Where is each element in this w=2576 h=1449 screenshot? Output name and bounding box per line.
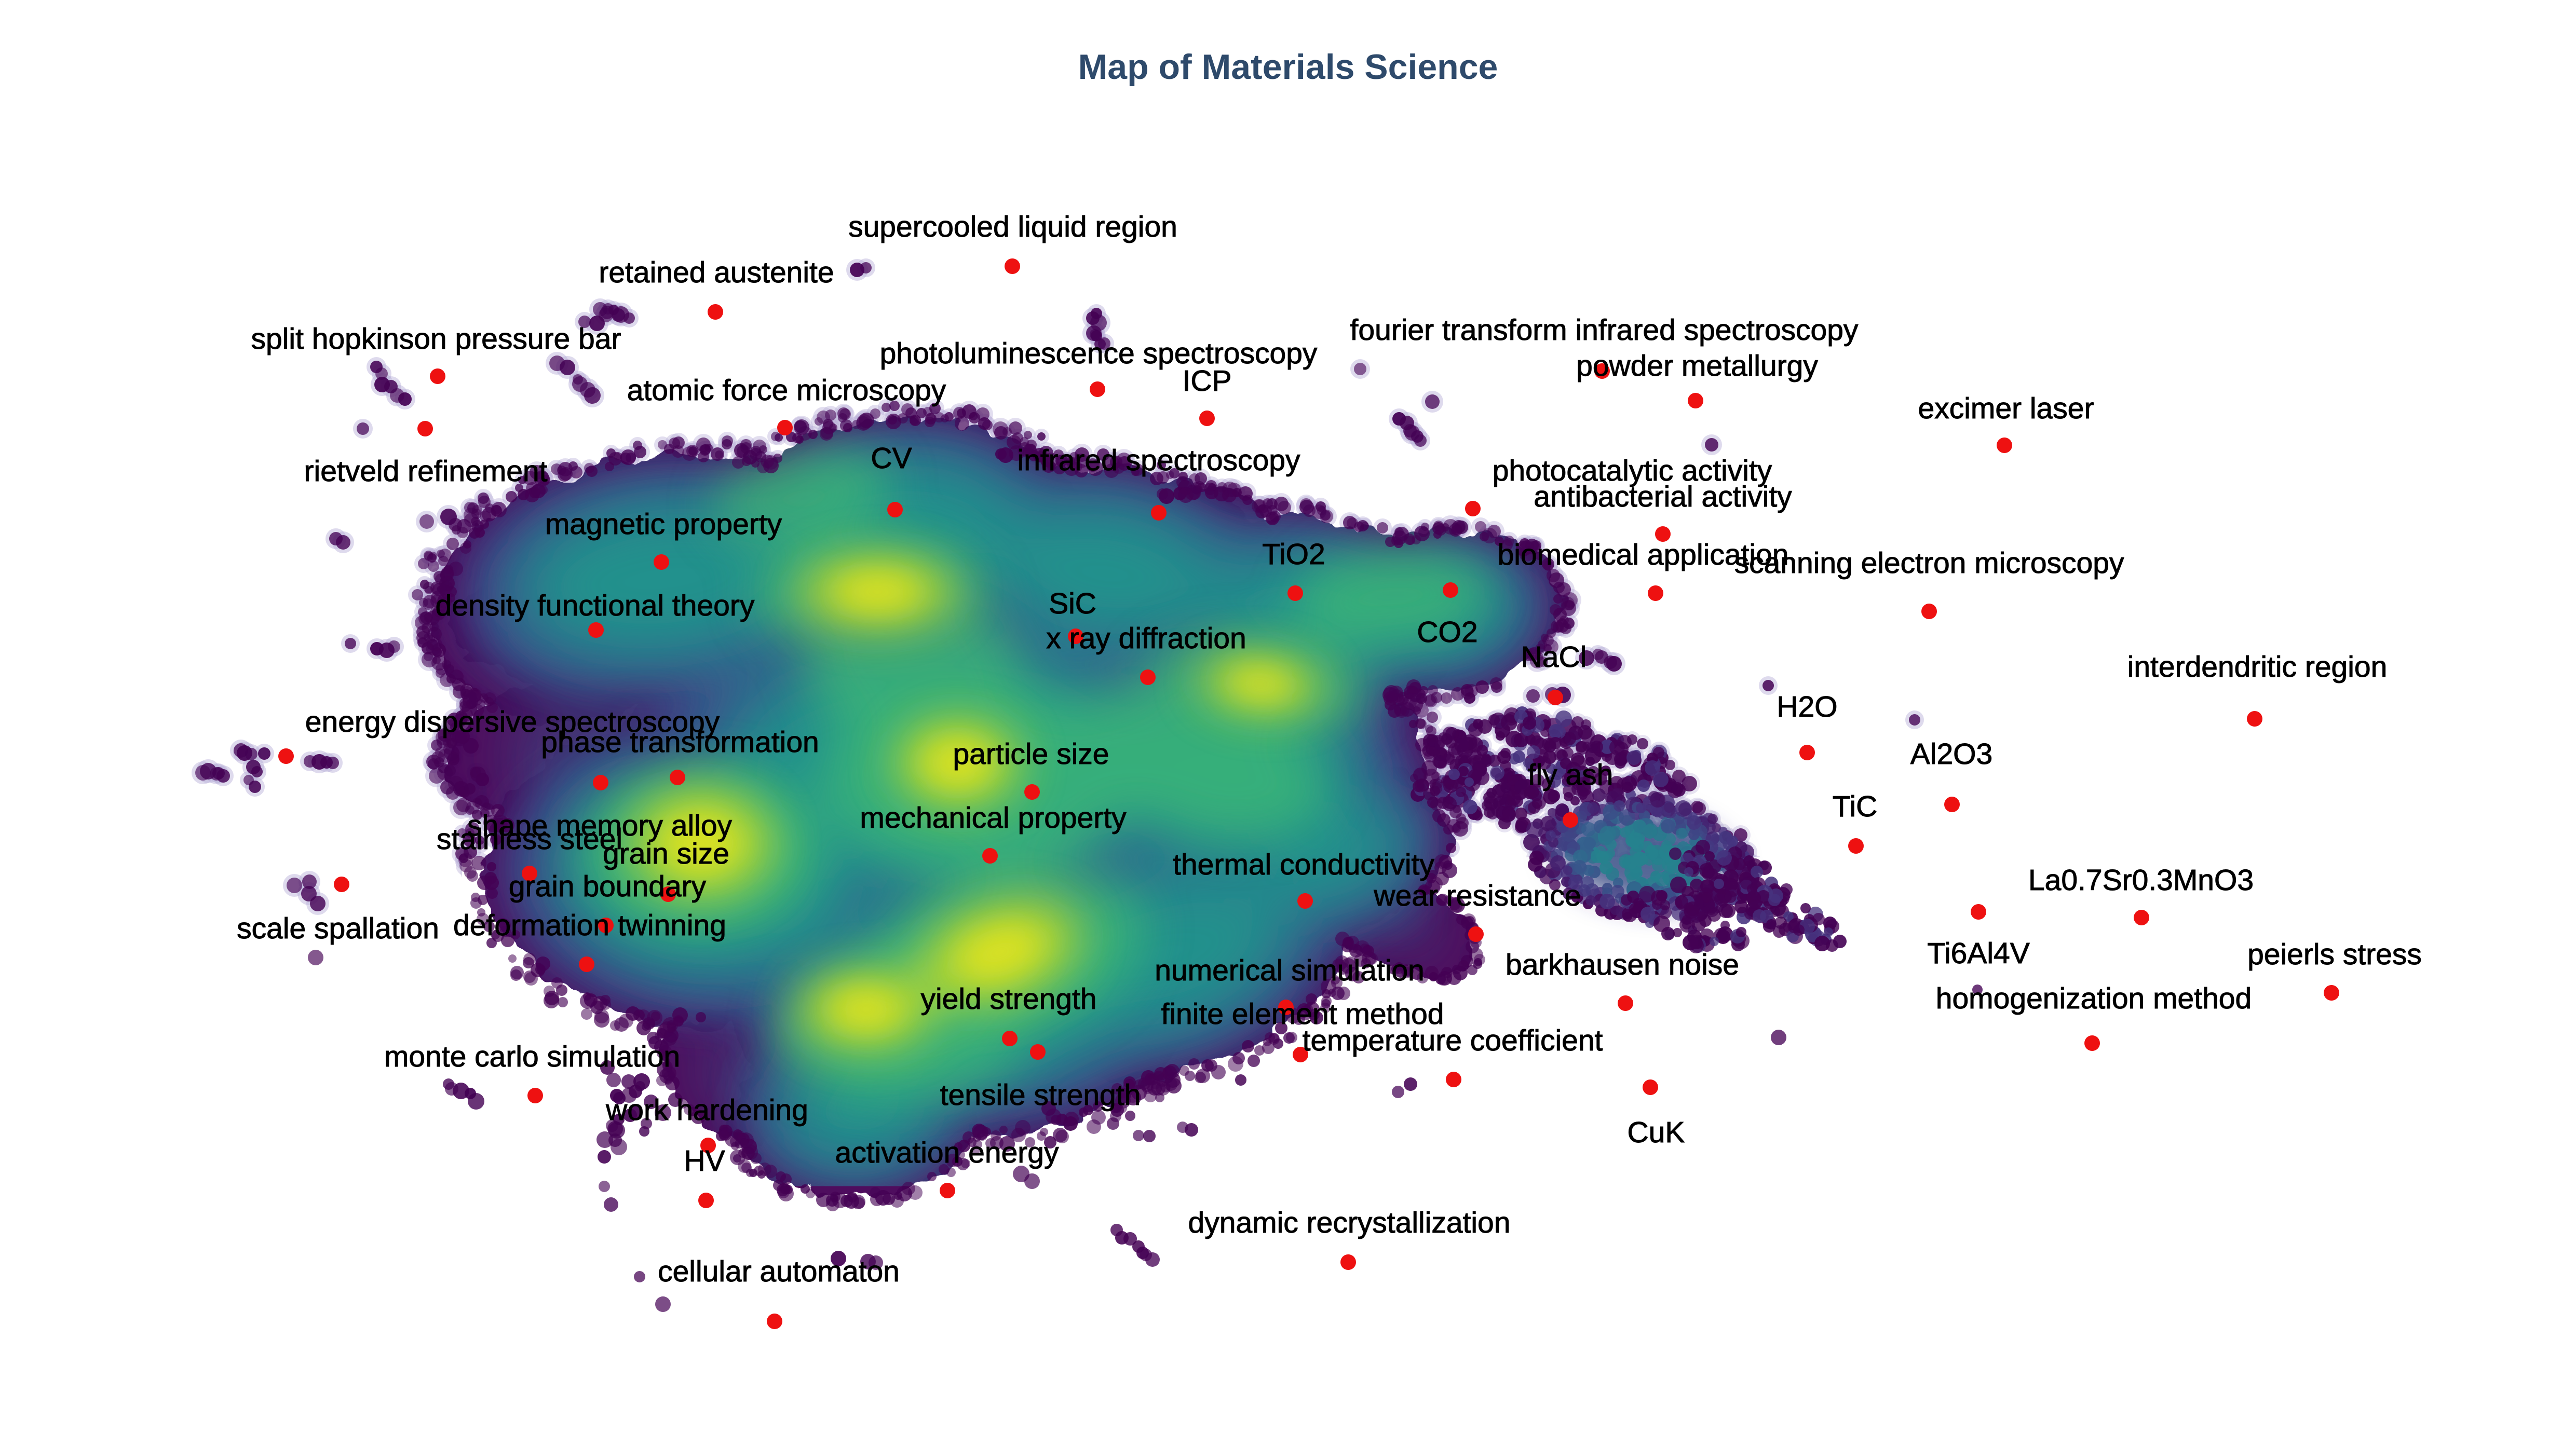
svg-text:tensile strength: tensile strength bbox=[940, 1078, 1141, 1112]
svg-text:x ray diffraction: x ray diffraction bbox=[1046, 622, 1246, 655]
svg-text:barkhausen noise: barkhausen noise bbox=[1506, 948, 1739, 981]
svg-text:mechanical property: mechanical property bbox=[860, 801, 1127, 835]
svg-text:phase transformation: phase transformation bbox=[541, 726, 819, 759]
svg-text:TiC: TiC bbox=[1833, 790, 1878, 823]
svg-text:CuK: CuK bbox=[1628, 1116, 1685, 1149]
svg-text:monte carlo simulation: monte carlo simulation bbox=[384, 1040, 680, 1073]
svg-text:HV: HV bbox=[684, 1144, 725, 1178]
svg-text:Ti6Al4V: Ti6Al4V bbox=[1927, 937, 2029, 970]
svg-text:Al2O3: Al2O3 bbox=[1910, 737, 1992, 771]
svg-text:CV: CV bbox=[871, 442, 912, 475]
svg-text:grain boundary: grain boundary bbox=[509, 870, 707, 903]
svg-text:work hardening: work hardening bbox=[605, 1093, 808, 1127]
svg-text:deformation twinning: deformation twinning bbox=[453, 909, 726, 942]
svg-text:homogenization method: homogenization method bbox=[1936, 982, 2252, 1015]
svg-text:fourier transform infrared spe: fourier transform infrared spectroscopy bbox=[1350, 313, 1859, 347]
svg-text:yield strength: yield strength bbox=[920, 982, 1096, 1016]
svg-text:SiC: SiC bbox=[1049, 587, 1096, 620]
svg-text:fly ash: fly ash bbox=[1528, 758, 1614, 791]
svg-text:wear resistance: wear resistance bbox=[1373, 879, 1581, 912]
svg-text:excimer laser: excimer laser bbox=[1918, 392, 2094, 425]
svg-text:supercooled liquid region: supercooled liquid region bbox=[848, 210, 1177, 243]
svg-text:H2O: H2O bbox=[1777, 690, 1837, 723]
svg-text:Map of Materials Science: Map of Materials Science bbox=[1078, 47, 1498, 87]
svg-text:ICP: ICP bbox=[1182, 364, 1231, 398]
svg-text:La0.7Sr0.3MnO3: La0.7Sr0.3MnO3 bbox=[2028, 864, 2254, 897]
svg-text:density functional theory: density functional theory bbox=[436, 589, 755, 622]
svg-text:scale spallation: scale spallation bbox=[237, 912, 439, 945]
svg-text:rietveld refinement: rietveld refinement bbox=[304, 455, 548, 488]
svg-text:atomic force microscopy: atomic force microscopy bbox=[627, 374, 946, 407]
svg-text:infrared spectroscopy: infrared spectroscopy bbox=[1018, 444, 1300, 477]
svg-text:cellular automaton: cellular automaton bbox=[658, 1255, 900, 1288]
svg-text:retained austenite: retained austenite bbox=[599, 256, 834, 289]
svg-text:photoluminescence spectroscopy: photoluminescence spectroscopy bbox=[880, 337, 1318, 370]
svg-text:magnetic property: magnetic property bbox=[545, 508, 782, 541]
svg-text:powder metallurgy: powder metallurgy bbox=[1576, 349, 1818, 382]
svg-text:particle size: particle size bbox=[953, 737, 1109, 771]
svg-text:dynamic recrystallization: dynamic recrystallization bbox=[1188, 1206, 1511, 1239]
svg-text:NaCl: NaCl bbox=[1521, 640, 1587, 674]
svg-text:scanning electron microscopy: scanning electron microscopy bbox=[1734, 546, 2124, 580]
svg-text:interdendritic region: interdendritic region bbox=[2127, 650, 2388, 684]
svg-text:thermal conductivity: thermal conductivity bbox=[1173, 848, 1434, 881]
svg-text:stainless steel: stainless steel bbox=[437, 823, 622, 856]
svg-text:CO2: CO2 bbox=[1417, 616, 1477, 649]
svg-text:activation energy: activation energy bbox=[835, 1136, 1059, 1169]
svg-text:split hopkinson pressure bar: split hopkinson pressure bar bbox=[251, 322, 621, 356]
svg-text:temperature coefficient: temperature coefficient bbox=[1303, 1024, 1603, 1057]
svg-text:antibacterial activity: antibacterial activity bbox=[1534, 480, 1792, 513]
svg-text:TiO2: TiO2 bbox=[1262, 538, 1325, 571]
svg-text:grain size: grain size bbox=[603, 837, 729, 870]
svg-text:peierls stress: peierls stress bbox=[2247, 938, 2422, 971]
svg-text:numerical simulation: numerical simulation bbox=[1155, 954, 1425, 987]
